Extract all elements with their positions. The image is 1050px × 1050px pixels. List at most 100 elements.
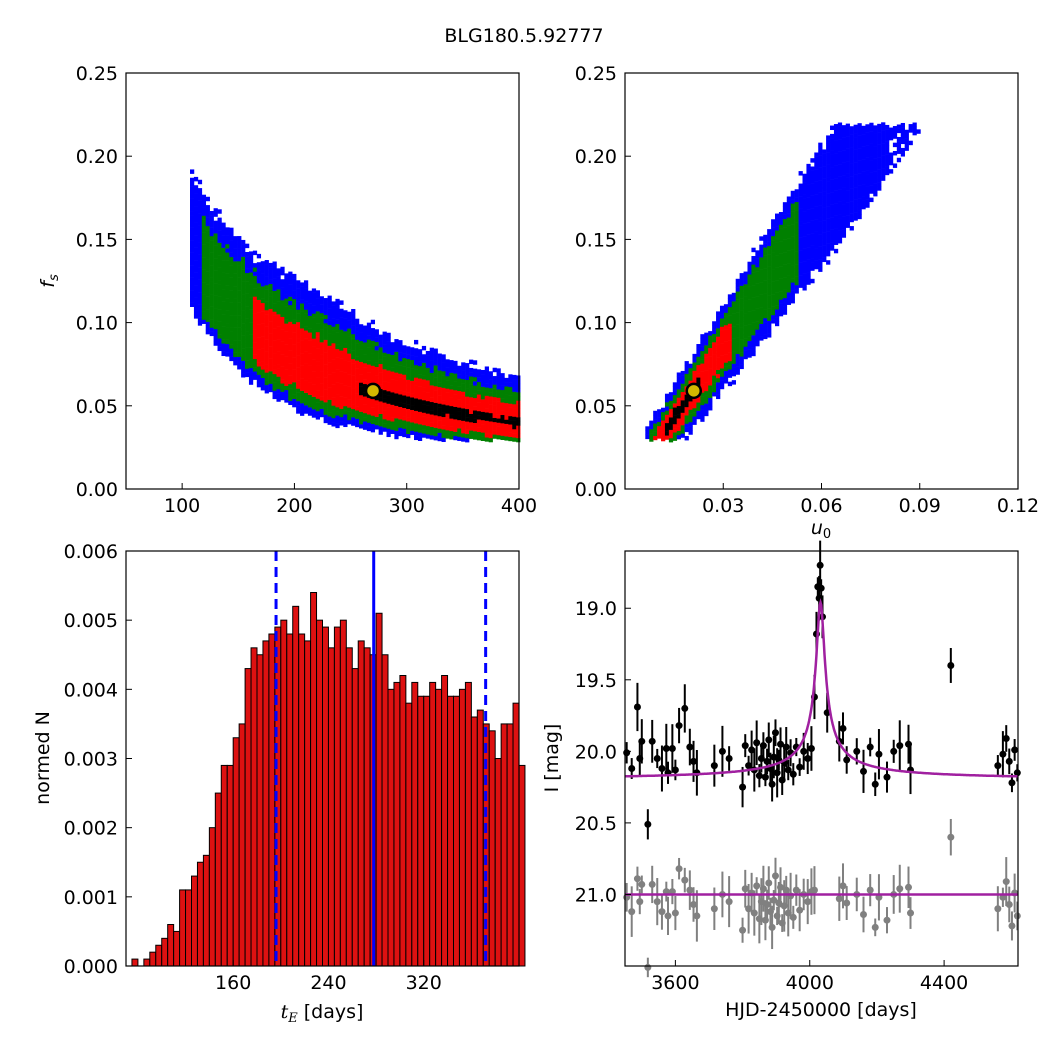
te-fs-cell <box>260 336 265 341</box>
u0-fs-cell <box>676 401 681 407</box>
te-fs-cell <box>358 345 364 350</box>
u0-fs-cell <box>700 379 705 385</box>
te-fs-cell <box>303 409 309 414</box>
te-fs-cell <box>233 265 238 270</box>
te-fs-cell <box>245 289 250 294</box>
u0-fs-cell <box>794 205 799 211</box>
te-fs-cell <box>225 323 230 328</box>
te-fs-cell <box>445 409 450 414</box>
u0-fs-cell <box>849 163 854 169</box>
te-fs-cell <box>292 332 297 337</box>
te-fs-cell <box>453 410 458 416</box>
te-fs-cell <box>394 351 399 357</box>
u0-fs-cell <box>798 171 803 176</box>
te-fs-cell <box>315 406 320 412</box>
u0-fs-cell <box>708 347 713 353</box>
te-fs-cell <box>351 363 356 368</box>
te-fs-cell <box>512 408 517 413</box>
te-fs-cell <box>441 433 446 438</box>
u0-fs-cell <box>735 295 740 300</box>
u0-fs-cell <box>853 170 858 175</box>
te-fs-cell <box>355 397 360 403</box>
te-fs-cell <box>366 422 372 427</box>
u0-fs-cell <box>857 139 862 145</box>
lightcurve-point <box>777 883 785 891</box>
te-fs-cell <box>366 364 372 369</box>
te-fs-cell <box>382 394 387 399</box>
u0-fs-cell <box>814 235 819 241</box>
te-fs-cell <box>429 401 434 407</box>
te-fs-cell <box>327 345 332 350</box>
te-fs-cell <box>201 282 207 287</box>
u0-fs-cell <box>790 228 795 233</box>
te-fs-cell <box>362 358 368 364</box>
te-fs-cell <box>307 323 313 329</box>
u0-fs-cell <box>833 140 839 146</box>
te-fs-cell <box>410 380 415 386</box>
u0-fs-cell <box>743 279 748 285</box>
te-fs-cell <box>417 428 423 433</box>
te-fs-cell <box>268 312 273 318</box>
te-fs-cell <box>512 437 517 442</box>
u0-fs-cell <box>802 281 807 287</box>
te-fs-cell <box>496 393 501 398</box>
te-fs-cell <box>351 350 356 356</box>
u0-fs-cell <box>774 234 780 239</box>
te-fs-cell <box>268 316 273 322</box>
te-histogram-ticks: 160 240 3200.0000.0010.0020.0030.0040.0050… <box>64 541 442 994</box>
te-fs-cell <box>398 340 403 345</box>
u0-fs-cell <box>833 223 839 229</box>
u0-fs-cell <box>700 388 705 393</box>
te-fs-cell <box>421 366 427 372</box>
te-fs-cell <box>441 408 446 413</box>
u0-fs-cell <box>790 224 795 229</box>
te-fs-cell <box>237 344 242 349</box>
lightcurve-point <box>883 916 891 924</box>
te-fs-cell <box>323 393 328 399</box>
te-fs-cell <box>366 330 372 336</box>
te-fs-cell <box>347 332 352 337</box>
u0-fs-cell <box>830 196 835 201</box>
u0-fs-cell <box>727 381 733 387</box>
te-fs-cell <box>339 421 344 426</box>
u0-fs-cell <box>704 399 709 404</box>
u0-fs-cell <box>877 161 882 166</box>
te-fs-cell <box>201 248 207 254</box>
u0-fs-cell <box>806 184 811 190</box>
te-fs-cell <box>425 396 431 402</box>
te-fs-cell <box>284 385 289 391</box>
u0-fs-cell <box>712 387 717 393</box>
te-fs-cell <box>445 388 450 393</box>
te-fs-cell <box>319 391 324 397</box>
te-fs-cell <box>335 352 340 358</box>
u0-fs-cell <box>747 332 752 337</box>
te-fs-cell <box>307 294 313 300</box>
te-fs-best-fit-point <box>364 382 382 400</box>
u0-fs-cell <box>892 126 898 131</box>
u0-fs-cell <box>708 393 713 398</box>
te-fs-cell <box>358 411 364 417</box>
te-fs-cell <box>362 367 368 372</box>
u0-fs-cell <box>810 245 815 251</box>
te-fs-cell <box>358 407 364 412</box>
te-fs-cell <box>201 227 207 233</box>
u0-fs-cell <box>743 296 748 301</box>
u0-fs-cell <box>877 165 882 170</box>
u0-fs-cell <box>837 168 843 173</box>
te-fs-cell <box>351 392 356 397</box>
te-fs-cell <box>492 380 497 385</box>
u0-fs-cell <box>798 187 803 193</box>
histogram-bar <box>161 937 169 967</box>
te-fs-cell <box>465 417 470 422</box>
u0-fs-cell <box>782 222 788 228</box>
te-fs-cell <box>382 402 387 407</box>
u0-fs-cell <box>747 315 752 321</box>
te-fs-cell <box>292 273 297 279</box>
te-fs-cell <box>217 238 222 243</box>
u0-fs-cell <box>688 363 693 369</box>
te-fs-cell <box>241 323 246 328</box>
u0-fs-cell <box>841 191 847 197</box>
u0-fs-cell <box>822 161 827 167</box>
u0-fs-cell <box>778 278 784 284</box>
te-fs-cell <box>445 367 450 373</box>
